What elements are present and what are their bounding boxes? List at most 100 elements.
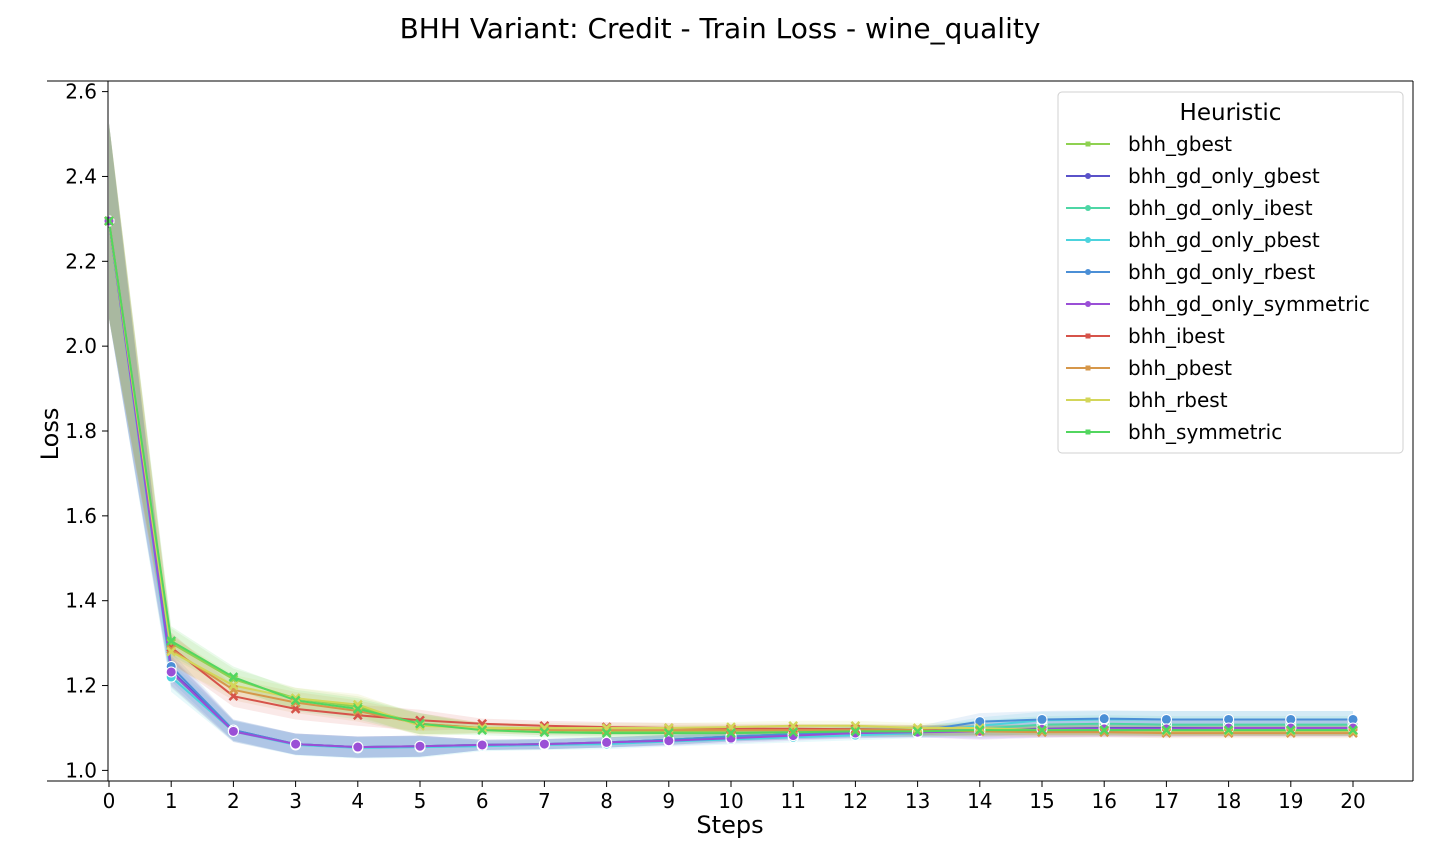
point-bhh_pbest (1037, 727, 1047, 738)
legend-label: bhh_gd_only_pbest (1128, 228, 1320, 252)
point-bhh_pbest (1285, 728, 1296, 738)
legend-label: bhh_gd_only_rbest (1128, 260, 1315, 284)
x-tick-label: 3 (289, 789, 302, 813)
legend-marker (1085, 173, 1091, 179)
point-bhh_symmetric (1161, 725, 1172, 735)
point-bhh_pbest (726, 725, 736, 735)
point-bhh_symmetric (166, 636, 177, 646)
legend-label: bhh_ibest (1128, 324, 1225, 348)
y-tick-label: 1.4 (65, 589, 97, 613)
axes: 0 1 2 3 4 5 6 7 8 9 10 11 12 13 14 15 16 17 18 19 201.01.21.… (47, 80, 1414, 813)
point-bhh_symmetric (1348, 725, 1358, 735)
x-tick-label: 16 (1091, 789, 1116, 813)
legend-marker (1085, 301, 1091, 307)
point-bhh_pbest (166, 644, 177, 655)
point-bhh_pbest (1223, 728, 1234, 738)
legend-label: bhh_gd_only_gbest (1128, 164, 1320, 188)
point-bhh_symmetric (477, 725, 488, 735)
x-tick-label: 4 (351, 789, 364, 813)
legend: Heuristic bhh_gbest bhh_gd_only_gbest bhh_g… (1057, 91, 1404, 454)
point-bhh_gd_only_symmetric (290, 738, 302, 750)
x-axis-label: Steps (696, 811, 763, 839)
x-tick-label: 7 (538, 789, 551, 813)
point-bhh_pbest (601, 725, 612, 735)
point-bhh_symmetric (726, 728, 736, 738)
legend-marker (1085, 269, 1091, 275)
x-tick-label: 5 (414, 789, 427, 813)
x-tick-label: 18 (1216, 789, 1241, 813)
point-bhh_rbest (477, 723, 488, 733)
band-bhh_gbest (109, 123, 1353, 737)
point-bhh_pbest (1348, 728, 1358, 738)
x-tick-label: 20 (1340, 789, 1365, 813)
x-tick-label: 8 (600, 789, 613, 813)
y-tick-label: 1.2 (65, 674, 97, 698)
point-bhh_symmetric (601, 728, 612, 738)
point-bhh_gd_only_symmetric (414, 740, 426, 752)
x-tick-label: 15 (1029, 789, 1054, 813)
legend-marker (1085, 397, 1091, 403)
legend-marker (1085, 365, 1091, 371)
point-bhh_pbest (1161, 728, 1172, 738)
point-bhh_symmetric (290, 695, 301, 706)
point-bhh_rbest (290, 693, 301, 704)
legend-marker (1085, 237, 1091, 243)
band-bhh_rbest (109, 123, 1353, 737)
point-bhh_gd_only_symmetric (601, 736, 613, 748)
point-bhh_gd_only_symmetric (663, 735, 675, 747)
x-tick-label: 6 (476, 789, 489, 813)
point-bhh_gd_only_symmetric (476, 739, 488, 751)
legend-label: bhh_symmetric (1128, 420, 1282, 444)
legend-label: bhh_pbest (1128, 356, 1232, 380)
x-tick-label: 19 (1278, 789, 1303, 813)
point-bhh_gd_only_symmetric (227, 725, 239, 737)
x-tick-label: 14 (967, 789, 992, 813)
y-tick-label: 2.4 (65, 164, 97, 188)
point-bhh_rbest (912, 723, 923, 733)
legend-marker (1085, 141, 1091, 147)
point-bhh_pbest (539, 725, 550, 735)
point-bhh_symmetric (1099, 725, 1110, 735)
point-bhh_gd_only_rbest (1098, 713, 1110, 725)
legend-label: bhh_gd_only_ibest (1128, 196, 1313, 220)
point-bhh_symmetric (415, 718, 425, 729)
point-bhh_symmetric (912, 726, 923, 737)
y-tick-label: 2.2 (65, 249, 97, 273)
point-bhh_symmetric (104, 216, 114, 226)
point-bhh_symmetric (1037, 725, 1047, 735)
x-tick-label: 0 (103, 789, 116, 813)
legend-label: bhh_gbest (1128, 132, 1232, 156)
x-tick-label: 2 (227, 789, 240, 813)
y-tick-label: 1.6 (65, 504, 97, 528)
y-tick-label: 2.6 (65, 80, 97, 104)
x-tick-label: 9 (662, 789, 675, 813)
point-bhh_symmetric (850, 726, 861, 737)
point-bhh_symmetric (228, 672, 239, 682)
legend-marker (1085, 333, 1091, 339)
point-bhh_gd_only_rbest (1160, 713, 1172, 725)
legend-title: Heuristic (1180, 100, 1282, 126)
point-bhh_symmetric (539, 727, 550, 738)
x-tick-label: 12 (843, 789, 868, 813)
series-markers (103, 215, 1359, 754)
legend-marker (1085, 429, 1091, 435)
y-tick-label: 2.0 (65, 334, 97, 358)
x-tick-label: 10 (718, 789, 743, 813)
x-tick-label: 17 (1154, 789, 1179, 813)
point-bhh_gd_only_symmetric (165, 666, 177, 678)
point-bhh_rbest (228, 680, 239, 691)
x-tick-label: 13 (905, 789, 930, 813)
y-tick-label: 1.0 (65, 758, 97, 782)
point-bhh_symmetric (1285, 725, 1296, 735)
point-bhh_rbest (415, 720, 425, 731)
chart-title: BHH Variant: Credit - Train Loss - wine_… (400, 12, 1041, 45)
x-tick-label: 1 (165, 789, 178, 813)
point-bhh_rbest (974, 723, 985, 733)
point-bhh_rbest (166, 646, 177, 657)
point-bhh_symmetric (352, 703, 363, 714)
y-axis-label: Loss (36, 408, 64, 461)
point-bhh_symmetric (663, 728, 674, 738)
point-bhh_gd_only_symmetric (538, 738, 550, 750)
legend-label: bhh_gd_only_symmetric (1128, 292, 1370, 316)
